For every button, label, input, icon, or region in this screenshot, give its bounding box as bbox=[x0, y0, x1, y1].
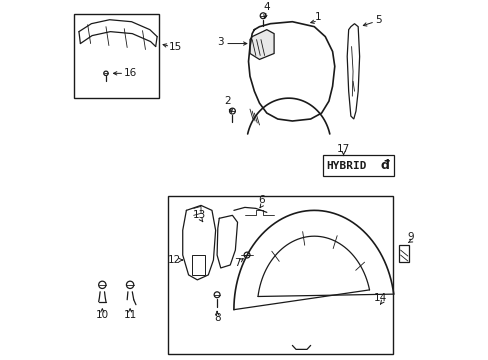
Text: D: D bbox=[376, 159, 386, 172]
Text: 9: 9 bbox=[407, 232, 413, 242]
Text: 14: 14 bbox=[373, 293, 386, 303]
Text: 17: 17 bbox=[336, 144, 349, 154]
Text: đ: đ bbox=[379, 159, 388, 172]
Text: 6: 6 bbox=[258, 195, 264, 206]
Text: 10: 10 bbox=[96, 310, 109, 320]
Text: 15: 15 bbox=[168, 41, 182, 51]
Text: 12: 12 bbox=[167, 255, 180, 265]
Bar bbox=[191, 255, 204, 275]
Bar bbox=[168, 197, 392, 354]
Text: 13: 13 bbox=[193, 210, 206, 220]
Text: 7: 7 bbox=[234, 258, 241, 268]
Text: HYBRID: HYBRID bbox=[325, 161, 366, 171]
Text: 11: 11 bbox=[123, 310, 137, 320]
Text: 4: 4 bbox=[263, 2, 269, 12]
Bar bbox=[74, 14, 159, 98]
Polygon shape bbox=[346, 24, 359, 119]
Polygon shape bbox=[249, 30, 274, 59]
Text: 3: 3 bbox=[217, 37, 224, 46]
Text: 16: 16 bbox=[123, 68, 137, 78]
Text: 5: 5 bbox=[375, 15, 381, 25]
Text: 1: 1 bbox=[314, 12, 321, 22]
FancyBboxPatch shape bbox=[323, 155, 393, 176]
Text: 2: 2 bbox=[224, 96, 231, 106]
Polygon shape bbox=[398, 245, 408, 262]
Text: HYBRID: HYBRID bbox=[322, 159, 364, 172]
Text: 8: 8 bbox=[213, 312, 220, 323]
